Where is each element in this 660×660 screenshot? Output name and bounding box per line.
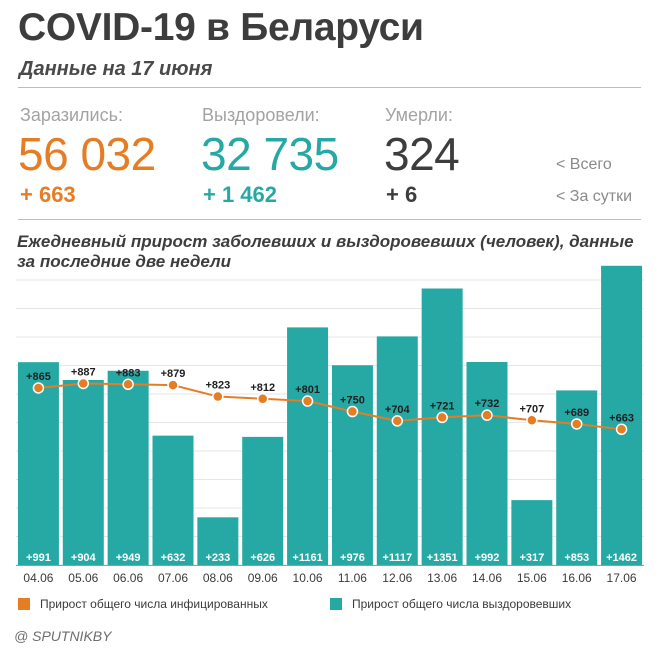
x-tick-label: 15.06 bbox=[517, 571, 547, 585]
chart-title: Ежедневный прирост заболевших и выздоров… bbox=[17, 232, 634, 271]
died-delta: + 6 bbox=[386, 182, 418, 207]
recovered-bar bbox=[287, 327, 329, 565]
infected-point bbox=[615, 423, 628, 436]
x-tick-label: 13.06 bbox=[427, 571, 457, 585]
infected-point bbox=[77, 377, 90, 390]
x-tick-label: 17.06 bbox=[607, 571, 637, 585]
recovered-bar-label: +992 bbox=[475, 552, 500, 564]
recovered-bar bbox=[152, 435, 194, 565]
infected-point bbox=[436, 411, 448, 424]
infected-delta: + 663 bbox=[20, 182, 76, 207]
infected-point bbox=[570, 418, 583, 430]
recovered-bar bbox=[601, 265, 643, 565]
infected-point bbox=[167, 379, 179, 391]
recovered-bar-label: +632 bbox=[161, 552, 186, 564]
recovered-bar bbox=[17, 362, 59, 565]
page-subtitle: Данные на 17 июня bbox=[19, 58, 213, 80]
x-tick-label: 14.06 bbox=[472, 571, 502, 585]
infected-point bbox=[526, 414, 538, 427]
recovered-bar-label: +904 bbox=[71, 552, 97, 564]
infected-point-label: +883 bbox=[116, 367, 141, 379]
x-tick-label: 04.06 bbox=[23, 571, 53, 585]
divider bbox=[18, 87, 641, 88]
infected-label: Заразились: bbox=[20, 105, 123, 125]
recovered-bar bbox=[511, 500, 553, 565]
infected-total: 56 032 bbox=[18, 128, 156, 180]
died-total: 324 bbox=[384, 128, 460, 180]
infected-point bbox=[32, 382, 45, 394]
died-label: Умерли: bbox=[385, 105, 453, 125]
infected-point bbox=[391, 415, 404, 427]
recovered-delta: + 1 462 bbox=[203, 182, 278, 207]
recovered-bar-label: +317 bbox=[519, 552, 544, 564]
recovered-bar bbox=[62, 379, 104, 565]
recovered-bar-label: +1351 bbox=[427, 552, 458, 564]
recovered-bar-label: +991 bbox=[26, 552, 51, 564]
recovered-bar bbox=[466, 361, 508, 565]
infected-point-label: +663 bbox=[609, 412, 634, 424]
recovered-bar bbox=[242, 436, 284, 565]
x-tick-label: 08.06 bbox=[203, 571, 233, 585]
recovered-bar-label: +233 bbox=[205, 552, 230, 564]
recovered-bar-label: +626 bbox=[250, 552, 275, 564]
infected-point-label: +865 bbox=[26, 371, 51, 383]
recovered-bar-label: +1161 bbox=[292, 552, 322, 564]
infected-point-label: +732 bbox=[475, 398, 500, 410]
x-tick-label: 12.06 bbox=[382, 571, 412, 585]
recovered-bar bbox=[421, 288, 463, 565]
infected-point bbox=[481, 409, 493, 421]
infected-point bbox=[122, 378, 134, 391]
infected-line bbox=[38, 382, 622, 431]
recovered-bar bbox=[107, 370, 149, 565]
infected-point-label: +689 bbox=[564, 407, 589, 419]
divider-2 bbox=[18, 219, 641, 220]
x-tick-label: 05.06 bbox=[68, 571, 98, 585]
x-tick-label: 09.06 bbox=[248, 571, 278, 585]
recovered-bar bbox=[197, 517, 239, 565]
recovered-bar-label: +949 bbox=[116, 552, 141, 564]
recovered-bar-label: +1462 bbox=[606, 552, 637, 564]
recovered-bar-label: +976 bbox=[340, 552, 365, 564]
infected-point bbox=[212, 390, 224, 403]
infected-point bbox=[301, 395, 314, 407]
legend-recovered-swatch bbox=[330, 598, 342, 610]
x-tick-label: 10.06 bbox=[293, 571, 323, 585]
infected-point bbox=[346, 405, 359, 418]
infected-point-label: +812 bbox=[250, 382, 275, 394]
legend-recovered-label: Прирост общего числа выздоровевших bbox=[352, 597, 572, 611]
infected-point-label: +721 bbox=[430, 400, 455, 412]
recovered-bar-label: +853 bbox=[564, 552, 589, 564]
infected-point-label: +823 bbox=[205, 380, 230, 392]
recovered-bar-label: +1117 bbox=[382, 552, 412, 564]
infected-point-label: +801 bbox=[295, 384, 320, 396]
infected-point-label: +707 bbox=[519, 403, 544, 415]
infected-point-label: +750 bbox=[340, 395, 365, 407]
x-tick-label: 06.06 bbox=[113, 571, 143, 585]
source-credit: @ SPUTNIKBY bbox=[14, 628, 112, 644]
page-title: COVID-19 в Беларуси bbox=[18, 6, 424, 49]
x-tick-label: 16.06 bbox=[562, 571, 592, 585]
infected-point-label: +887 bbox=[71, 366, 96, 378]
infected-point bbox=[256, 393, 269, 405]
legend-infected-label: Прирост общего числа инфицированных bbox=[40, 597, 268, 611]
infected-point-label: +879 bbox=[161, 368, 186, 380]
recovered-label: Выздоровели: bbox=[202, 105, 320, 125]
x-tick-label: 11.06 bbox=[338, 571, 367, 585]
hint-daily: < За сутки bbox=[556, 188, 633, 205]
hint-total: < Всего bbox=[556, 156, 612, 173]
recovered-total: 32 735 bbox=[201, 128, 339, 180]
recovered-bar bbox=[331, 365, 373, 565]
recovered-bar bbox=[376, 336, 418, 565]
x-tick-label: 07.06 bbox=[158, 571, 188, 585]
infected-point-label: +704 bbox=[385, 404, 411, 416]
legend-infected-swatch bbox=[18, 598, 30, 610]
